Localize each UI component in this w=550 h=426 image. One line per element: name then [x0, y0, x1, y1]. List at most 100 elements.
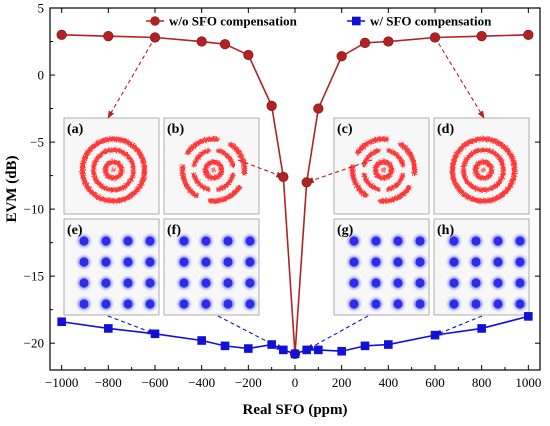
inset-frame	[163, 218, 260, 316]
qam-point	[245, 278, 255, 288]
qam-constellation	[77, 234, 157, 311]
legend-marker-blue	[352, 16, 361, 26]
ring-constellation	[450, 136, 517, 204]
blue-point	[384, 340, 393, 349]
qam-point	[223, 257, 233, 267]
red-arrow	[237, 159, 285, 178]
qam-point	[245, 299, 255, 309]
red-arrow	[434, 37, 485, 119]
qam-point	[393, 236, 403, 246]
ring-center	[381, 167, 386, 173]
qam-point	[79, 257, 89, 267]
red-point	[196, 36, 207, 47]
inset-label: (f)	[167, 223, 181, 238]
qam-point	[493, 257, 503, 267]
x-axis-title: Real SFO (ppm)	[243, 402, 348, 418]
qam-point	[223, 278, 233, 288]
ring	[373, 159, 394, 181]
inset-label: (c)	[337, 122, 353, 137]
qam-point	[79, 278, 89, 288]
ring-segment	[228, 141, 247, 176]
qam-point	[449, 236, 459, 246]
y-tick-label: 5	[38, 1, 45, 16]
qam-point	[349, 299, 359, 309]
ring-segment	[398, 141, 417, 176]
red-point	[523, 29, 534, 40]
qam-point	[179, 236, 189, 246]
ring	[80, 136, 147, 204]
inset-h: (h)	[433, 218, 530, 316]
qam-point	[471, 257, 481, 267]
red-point	[56, 29, 67, 40]
blue-point	[104, 324, 113, 333]
qam-point	[415, 257, 425, 267]
blue-point	[524, 312, 533, 321]
qam-point	[179, 257, 189, 267]
ring-segment	[377, 185, 412, 204]
qam-constellation	[347, 234, 427, 311]
qam-point	[371, 278, 381, 288]
ring-segment	[180, 164, 199, 199]
qam-point	[101, 299, 111, 309]
qam-point	[515, 257, 525, 267]
qam-point	[123, 299, 133, 309]
x-tick-label: 800	[472, 375, 492, 390]
ring-segment	[207, 185, 242, 204]
qam-point	[223, 299, 233, 309]
qam-point	[101, 278, 111, 288]
qam-point	[145, 278, 155, 288]
ring-segment	[350, 164, 369, 199]
blue-arrow	[217, 315, 285, 351]
ring	[473, 159, 494, 181]
qam-point	[493, 236, 503, 246]
qam-point	[101, 236, 111, 246]
ring-segment	[216, 148, 236, 168]
blue-point	[150, 329, 160, 339]
x-tick-label: 1000	[515, 375, 541, 390]
ring	[103, 159, 124, 181]
blue-point	[477, 324, 486, 333]
inset-c: (c)	[333, 117, 430, 215]
qam-point	[201, 278, 211, 288]
x-tick-label: −1000	[45, 375, 78, 390]
red-point	[301, 177, 312, 188]
inset-f: (f)	[163, 218, 260, 316]
qam-point	[179, 278, 189, 288]
qam-point	[515, 278, 525, 288]
legend-label-red: w/o SFO compensation	[169, 14, 298, 29]
ring-segment	[386, 172, 406, 192]
ring	[450, 136, 517, 204]
qam-point	[145, 299, 155, 309]
qam-point	[349, 278, 359, 288]
ring	[91, 147, 136, 193]
red-point	[266, 100, 277, 111]
blue-point	[302, 345, 311, 355]
qam-point	[393, 278, 403, 288]
ring-center	[211, 167, 216, 173]
qam-point	[349, 236, 359, 246]
inset-frame	[63, 218, 160, 316]
red-point	[278, 171, 289, 183]
red-point	[219, 39, 231, 50]
y-tick-label: −10	[24, 202, 44, 217]
ring-constellation	[80, 136, 147, 204]
inset-label: (b)	[167, 122, 184, 137]
red-point	[336, 51, 347, 62]
qam-point	[515, 236, 525, 246]
y-tick-label: 0	[38, 68, 45, 83]
qam-point	[515, 299, 525, 309]
ring-segment	[361, 172, 381, 192]
ring-segment	[355, 136, 390, 155]
ring-segment	[191, 172, 211, 192]
x-tick-label: 200	[332, 375, 352, 390]
blue-point	[267, 340, 276, 349]
constellation-insets: (a) (b) (c) (d) (e) (f) (g) (h)	[63, 117, 530, 316]
inset-label: (g)	[337, 223, 354, 238]
y-tick-label: −5	[30, 135, 44, 150]
legend-label-blue: w/ SFO compensation	[370, 14, 492, 29]
inset-label: (d)	[437, 122, 454, 137]
blue-point	[197, 336, 206, 345]
qam-point	[449, 278, 459, 288]
inset-arrows	[107, 37, 485, 351]
